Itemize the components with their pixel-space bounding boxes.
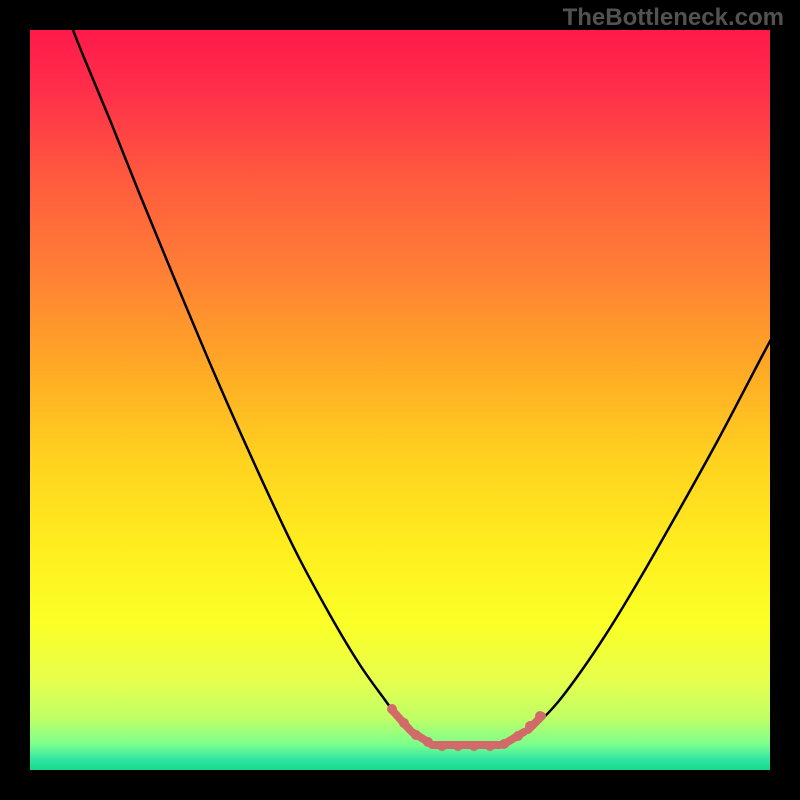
highlight-marker <box>513 731 523 741</box>
highlight-marker <box>399 718 409 728</box>
highlight-marker <box>499 739 509 749</box>
highlight-marker <box>411 730 421 740</box>
highlight-marker <box>535 711 545 721</box>
watermark-text: TheBottleneck.com <box>563 4 784 32</box>
highlight-marker <box>525 721 535 731</box>
bottleneck-curve-chart <box>30 30 770 770</box>
highlight-marker <box>485 741 495 751</box>
main-curve-line <box>71 30 770 746</box>
highlight-marker <box>423 737 433 747</box>
plot-area <box>30 30 770 770</box>
highlight-marker <box>469 741 479 751</box>
highlight-marker <box>387 704 397 714</box>
highlight-marker <box>453 741 463 751</box>
highlight-marker <box>437 741 447 751</box>
